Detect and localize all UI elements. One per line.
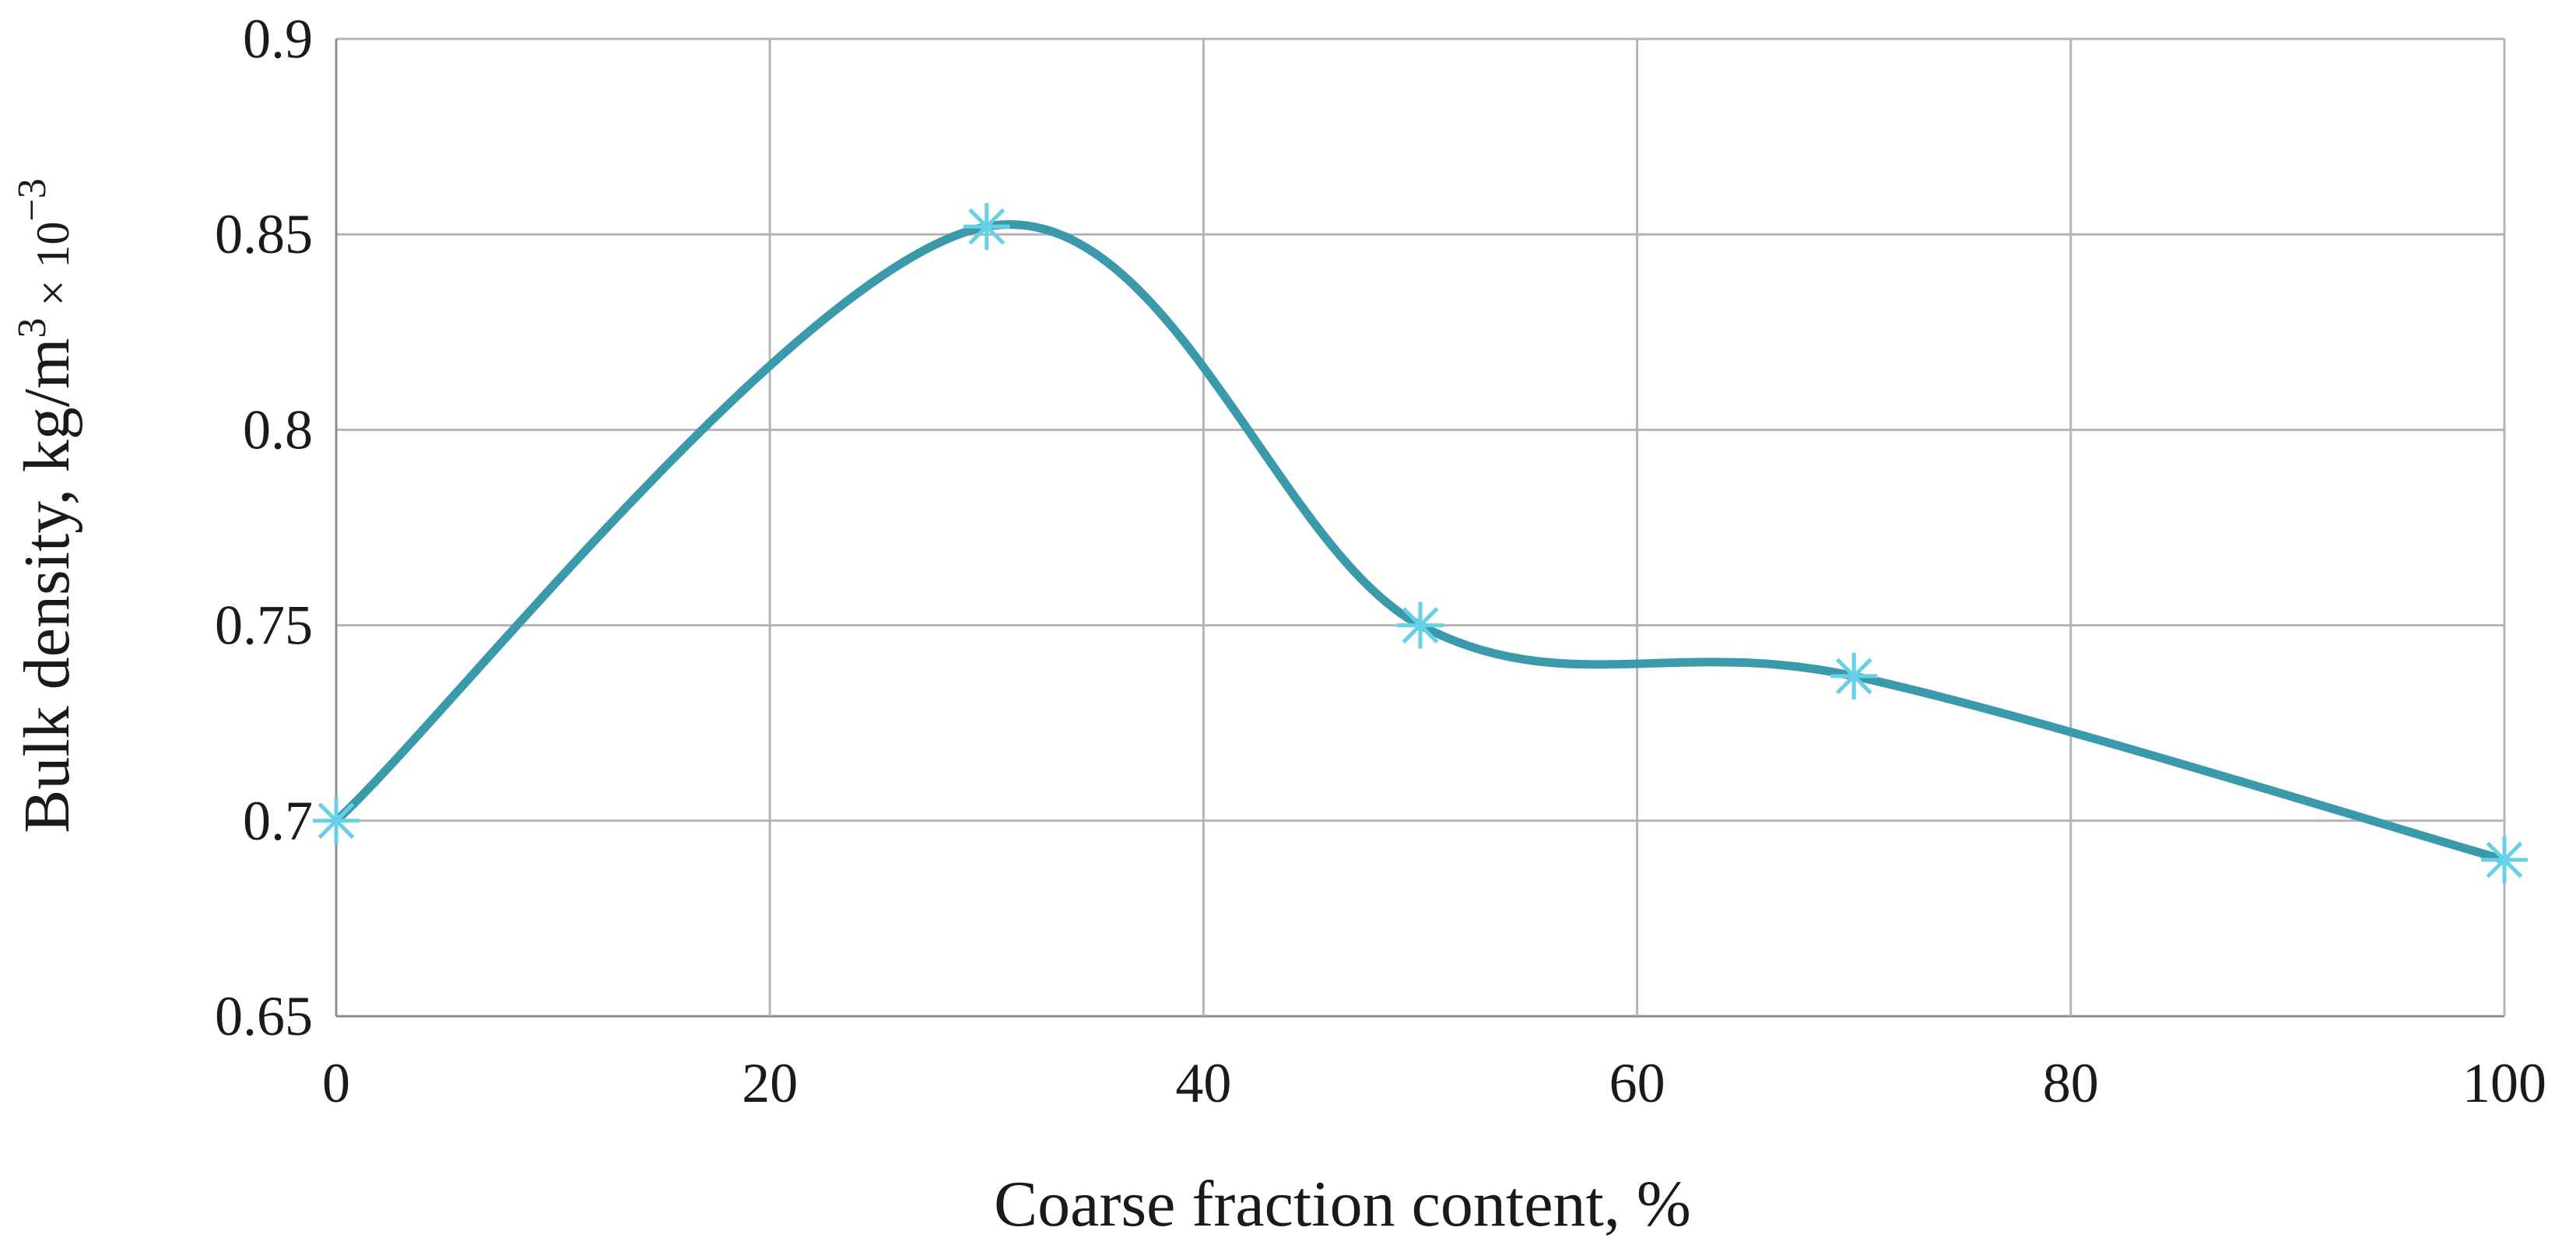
data-point-marker: [1397, 601, 1444, 649]
y-axis-title-exponent-2: −3: [10, 178, 54, 221]
series-layer: [313, 203, 2528, 884]
y-tick-label: 0.7: [243, 790, 313, 852]
x-tick-label: 60: [1609, 1052, 1665, 1114]
x-tick-label: 0: [322, 1052, 350, 1114]
x-axis-title: Coarse fraction content, %: [994, 1168, 1691, 1240]
y-tick-label: 0.75: [215, 594, 313, 657]
y-axis-title-exponent-1: 3: [10, 317, 54, 338]
data-point-marker: [2481, 836, 2528, 884]
y-tick-label: 0.65: [215, 985, 313, 1047]
y-axis-title-multiplier: × 10: [27, 222, 79, 318]
data-point-marker: [1830, 652, 1878, 700]
x-tick-label: 80: [2043, 1052, 2099, 1114]
grid-lines: [335, 37, 2506, 1018]
series-line: [332, 220, 2509, 864]
x-tick-label: 20: [742, 1052, 798, 1114]
y-axis-title-main: Bulk density, kg/m: [11, 338, 83, 833]
y-tick-label: 0.8: [243, 398, 313, 461]
y-axis-title: Bulk density, kg/m3 × 10−3: [10, 178, 83, 833]
data-point-marker: [313, 797, 360, 844]
x-tick-label: 40: [1175, 1052, 1231, 1114]
data-point-marker: [963, 203, 1010, 251]
x-tick-labels: 0 20 40 60 80 100: [322, 1052, 2546, 1114]
y-tick-label: 0.9: [243, 8, 313, 70]
x-tick-label: 100: [2462, 1052, 2546, 1114]
y-tick-label: 0.85: [215, 203, 313, 265]
y-tick-labels: 0.65 0.7 0.75 0.8 0.85 0.9: [215, 8, 313, 1047]
